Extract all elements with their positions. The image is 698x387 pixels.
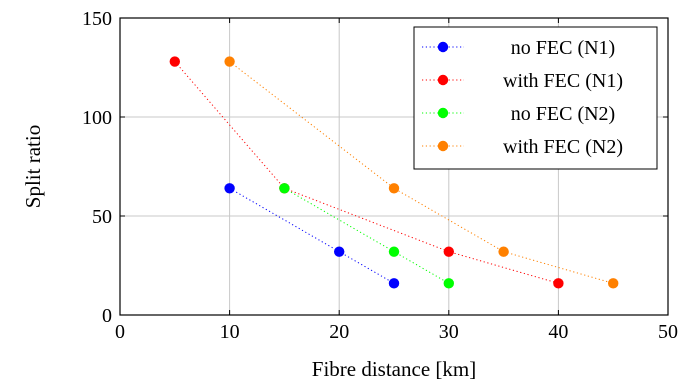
plot-frame <box>119 17 669 316</box>
x-tick-label: 50 <box>658 321 678 343</box>
data-point <box>388 246 400 257</box>
legend-entry-label: with FEC (N2) <box>503 136 623 158</box>
data-point <box>224 183 235 194</box>
series-line <box>229 187 395 284</box>
data-point <box>443 246 454 257</box>
data-point <box>334 246 345 257</box>
x-tick-label: 10 <box>220 321 240 343</box>
legend-entry-label: with FEC (N1) <box>503 70 623 92</box>
legend-box <box>413 26 658 170</box>
data-point <box>553 278 564 289</box>
series-group <box>224 183 400 289</box>
y-tick-label: 0 <box>102 305 112 327</box>
data-point <box>169 56 180 67</box>
x-tick-label: 30 <box>439 321 459 343</box>
x-tick-label: 0 <box>115 321 125 343</box>
y-tick-label: 50 <box>92 206 112 228</box>
y-tick-label: 150 <box>82 8 112 30</box>
data-point <box>388 278 400 289</box>
series-line <box>284 187 450 284</box>
legend: no FEC (N1) with FEC (N1) no FEC (N2) with … <box>413 26 658 170</box>
x-tick-label: 20 <box>329 321 349 343</box>
series-group <box>224 56 619 289</box>
y-tick-label: 100 <box>82 107 112 129</box>
data-point <box>388 183 400 194</box>
data-point <box>608 278 619 289</box>
series-line <box>229 61 614 284</box>
series-group <box>279 183 454 289</box>
data-point <box>498 246 509 257</box>
data-point <box>279 183 290 194</box>
x-tick-label: 40 <box>548 321 568 343</box>
data-point <box>443 278 454 289</box>
legend-marker <box>437 107 449 119</box>
legend-entry-label: no FEC (N1) <box>511 37 615 59</box>
legend-marker <box>437 74 449 86</box>
legend-marker <box>437 41 449 53</box>
x-axis-label: Fibre distance [km] <box>312 357 476 381</box>
data-point <box>224 56 235 67</box>
legend-entry-label: no FEC (N2) <box>511 103 615 125</box>
axis-ticks: 0 10 20 30 40 50 0 50 100 150 <box>82 8 678 343</box>
y-axis-label: Split ratio <box>21 125 45 208</box>
legend-marker <box>437 140 449 152</box>
series-line <box>174 61 559 284</box>
plot-series <box>169 56 619 289</box>
